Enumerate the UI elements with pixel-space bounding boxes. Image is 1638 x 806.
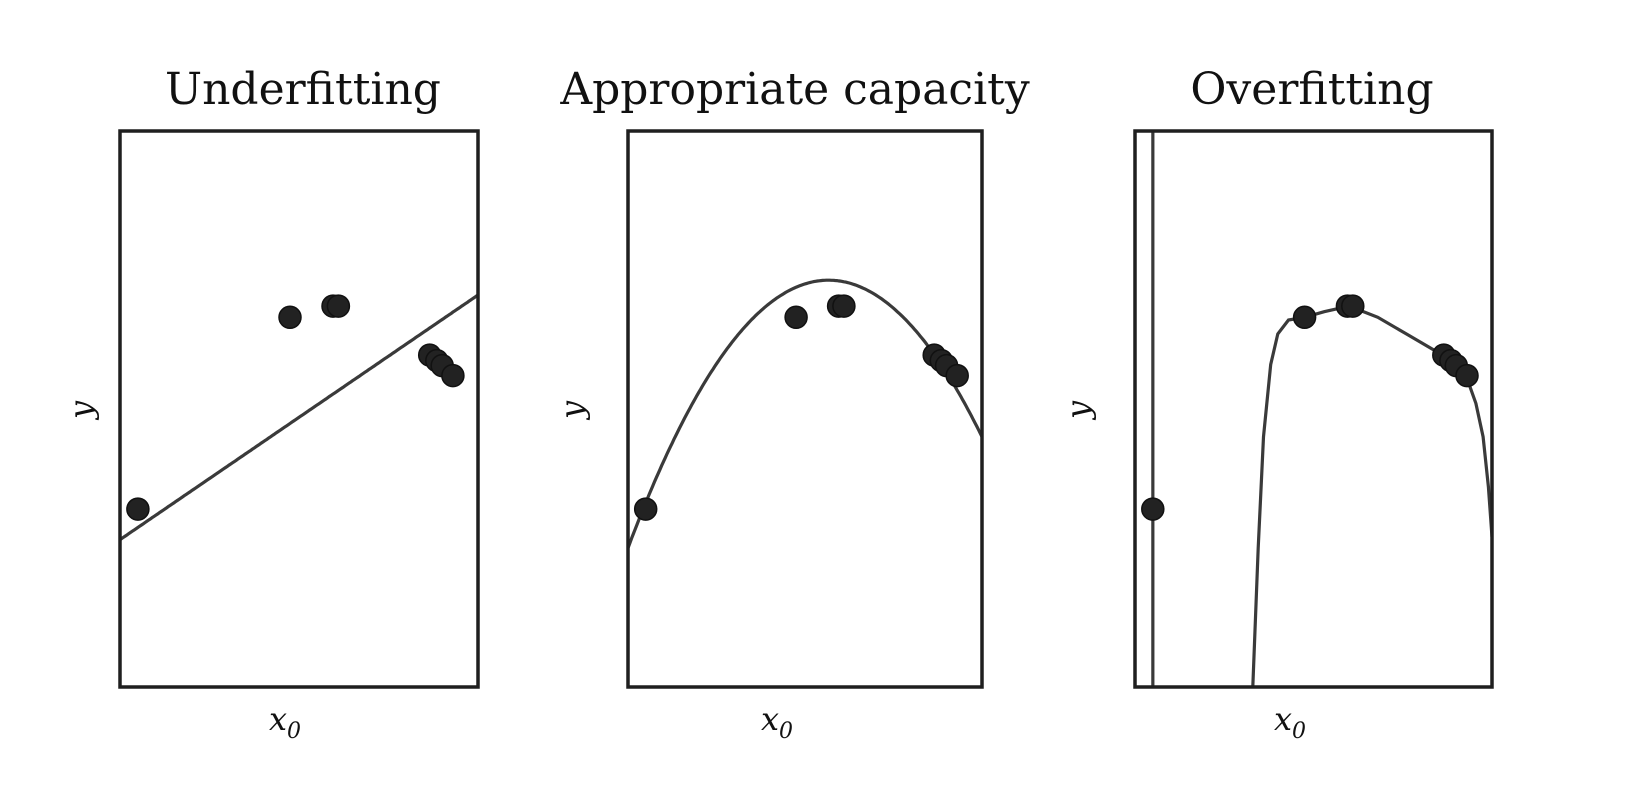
x-axis-label: x0 [761,700,793,744]
plot-area [1133,129,1494,689]
panel-title: Underfitting [165,64,441,115]
plot-area [118,129,480,689]
data-point [326,294,351,318]
y-axis-label: y [62,400,100,421]
x-axis-label-main: x [269,700,287,738]
data-point [1141,497,1165,521]
x-axis-label-subscript: 0 [779,719,793,744]
panel-underfitting: Underfitting y x0 [62,64,480,744]
data-point [278,305,302,330]
panel-title: Appropriate capacity [559,64,1030,115]
x-axis-label: x0 [1274,700,1306,744]
data-point [945,363,969,388]
y-axis-label: y [1059,400,1097,421]
x-axis-label-subscript: 0 [1292,719,1306,744]
data-point [126,497,150,521]
data-point [633,497,658,521]
data-point [441,363,465,388]
data-point [1341,294,1365,318]
x-axis-label-main: x [761,700,779,738]
fit-curve [628,278,982,549]
panel-appropriate-capacity: Appropriate capacity y x0 [553,64,1030,744]
plot-frame [1133,129,1494,689]
data-point [784,305,808,330]
panel-overfitting: Overfitting y x0 [1059,64,1494,744]
x-axis-label: x0 [269,700,301,744]
fit-curve [1251,304,1492,687]
data-point [1455,363,1479,388]
data-point [832,294,856,318]
plot-area [626,129,984,689]
data-point [1292,305,1317,330]
y-axis-label: y [553,400,591,421]
plot-frame [118,129,480,689]
plot-frame [626,129,984,689]
x-axis-label-main: x [1274,700,1292,738]
fit-curve [120,293,478,541]
panel-title: Overfitting [1190,64,1433,115]
x-axis-label-subscript: 0 [287,719,301,744]
